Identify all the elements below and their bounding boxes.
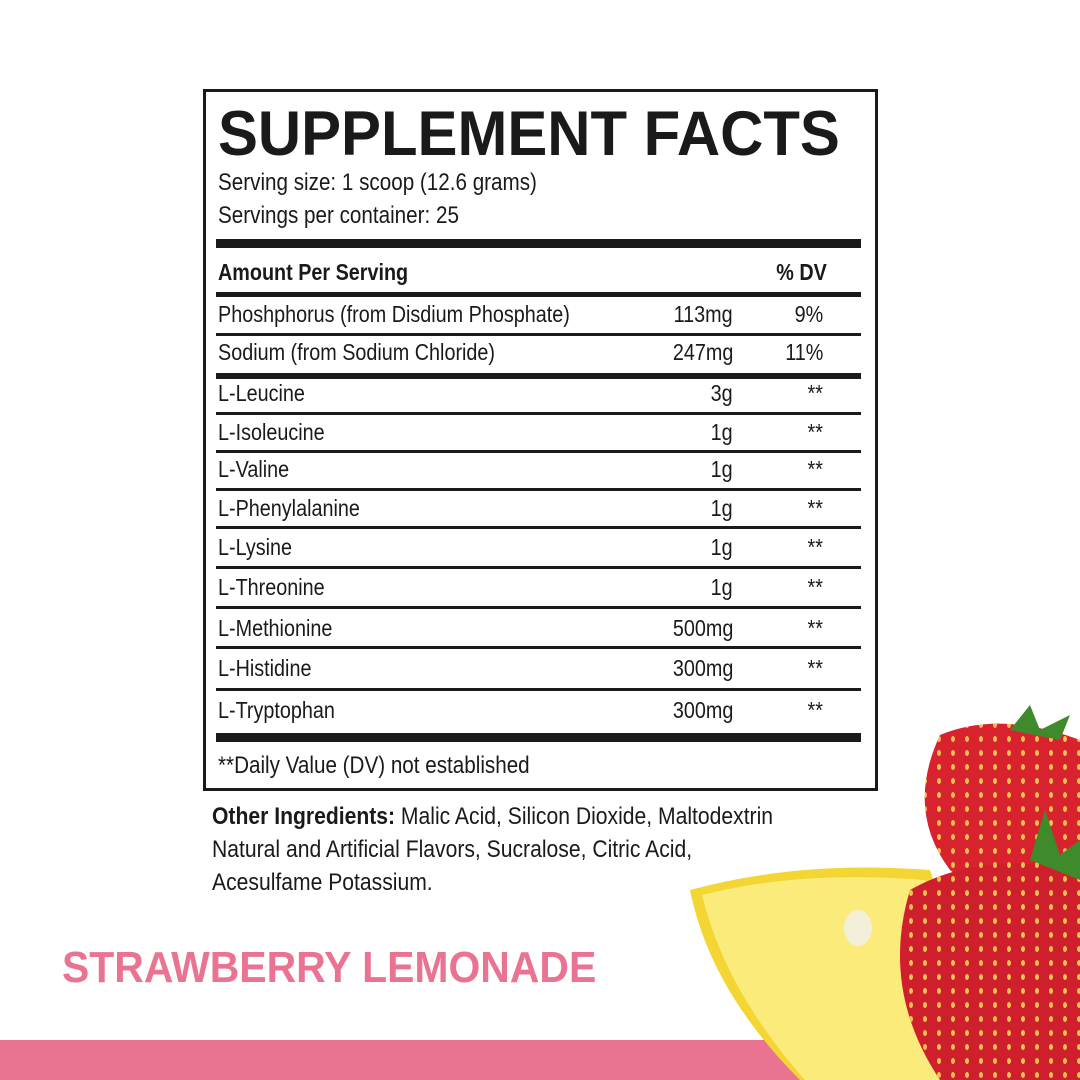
divider [216, 646, 861, 649]
nutrient-amount: 500mg [672, 615, 733, 641]
divider [216, 566, 861, 569]
nutrient-row: L-Tryptophan 300mg ** [218, 697, 861, 727]
serving-size: Serving size: 1 scoop (12.6 grams) [218, 169, 537, 196]
nutrient-dv: ** [807, 495, 823, 521]
nutrient-dv: ** [807, 615, 823, 641]
nutrient-dv: ** [807, 380, 823, 406]
divider [216, 688, 861, 691]
nutrient-row: L-Lysine 1g ** [218, 534, 861, 564]
amount-per-serving-label: Amount Per Serving [218, 259, 409, 285]
nutrient-amount: 3g [710, 380, 733, 406]
nutrient-name: L-Valine [218, 456, 290, 482]
divider [216, 526, 861, 529]
nutrient-name: L-Leucine [218, 380, 305, 406]
nutrient-name: Phoshphorus (from Disdium Phosphate) [218, 301, 570, 327]
nutrient-dv: 11% [784, 339, 823, 365]
nutrient-dv: ** [807, 697, 823, 723]
nutrient-amount: 1g [710, 456, 733, 482]
other-ingredients-line: Natural and Artificial Flavors, Sucralos… [212, 836, 693, 863]
nutrient-row: L-Threonine 1g ** [218, 574, 861, 604]
other-ingredients-label: Other Ingredients: [212, 803, 396, 830]
nutrient-amount: 1g [710, 534, 733, 560]
strawberry-bottom [900, 810, 1080, 1080]
nutrient-dv: ** [807, 456, 823, 482]
divider [216, 450, 861, 453]
nutrient-name: L-Isoleucine [218, 419, 325, 445]
nutrient-dv: ** [807, 419, 823, 445]
nutrient-dv: ** [807, 655, 823, 681]
nutrient-amount: 113mg [673, 301, 733, 327]
nutrient-amount: 300mg [672, 655, 733, 681]
nutrient-row: Sodium (from Sodium Chloride) 247mg 11% [218, 339, 861, 369]
nutrient-name: L-Histidine [218, 655, 312, 681]
nutrient-dv: 9% [794, 301, 823, 327]
other-ingredients-line: Malic Acid, Silicon Dioxide, Maltodextri… [395, 803, 774, 830]
dv-label: % DV [776, 259, 827, 285]
nutrient-row: L-Leucine 3g ** [218, 380, 861, 410]
nutrient-amount: 1g [710, 419, 733, 445]
header-row: Amount Per Serving % DV [218, 259, 861, 289]
nutrient-dv: ** [807, 574, 823, 600]
supplement-facts-panel: SUPPLEMENT FACTS Serving size: 1 scoop (… [203, 89, 878, 791]
facts-title: SUPPLEMENT FACTS [218, 99, 840, 169]
other-ingredients-line: Acesulfame Potassium. [212, 869, 433, 896]
divider-thick [216, 239, 861, 248]
fruit-image [690, 705, 1080, 1080]
divider [216, 606, 861, 609]
nutrient-row: L-Histidine 300mg ** [218, 655, 861, 685]
nutrient-amount: 247mg [672, 339, 733, 365]
servings-per-container: Servings per container: 25 [218, 202, 459, 229]
nutrient-row: Phoshphorus (from Disdium Phosphate) 113m… [218, 301, 861, 331]
nutrient-row: L-Methionine 500mg ** [218, 615, 861, 645]
nutrient-name: L-Phenylalanine [218, 495, 360, 521]
nutrient-dv: ** [807, 534, 823, 560]
divider [216, 292, 861, 297]
divider [216, 333, 861, 336]
nutrient-amount: 300mg [672, 697, 733, 723]
nutrient-row: L-Phenylalanine 1g ** [218, 495, 861, 525]
nutrient-name: Sodium (from Sodium Chloride) [218, 339, 496, 365]
nutrient-amount: 1g [710, 495, 733, 521]
nutrient-name: L-Lysine [218, 534, 293, 560]
footnote: **Daily Value (DV) not established [218, 752, 530, 779]
divider [216, 412, 861, 415]
nutrient-row: L-Isoleucine 1g ** [218, 419, 861, 449]
flavor-name: STRAWBERRY LEMONADE [62, 943, 597, 992]
nutrient-name: L-Methionine [218, 615, 333, 641]
divider [216, 488, 861, 491]
other-ingredients: Other Ingredients: Malic Acid, Silicon D… [212, 800, 828, 899]
nutrient-amount: 1g [710, 574, 733, 600]
nutrient-name: L-Tryptophan [218, 697, 335, 723]
divider [216, 373, 861, 379]
nutrient-name: L-Threonine [218, 574, 325, 600]
nutrient-row: L-Valine 1g ** [218, 456, 861, 486]
divider-thick [216, 733, 861, 742]
